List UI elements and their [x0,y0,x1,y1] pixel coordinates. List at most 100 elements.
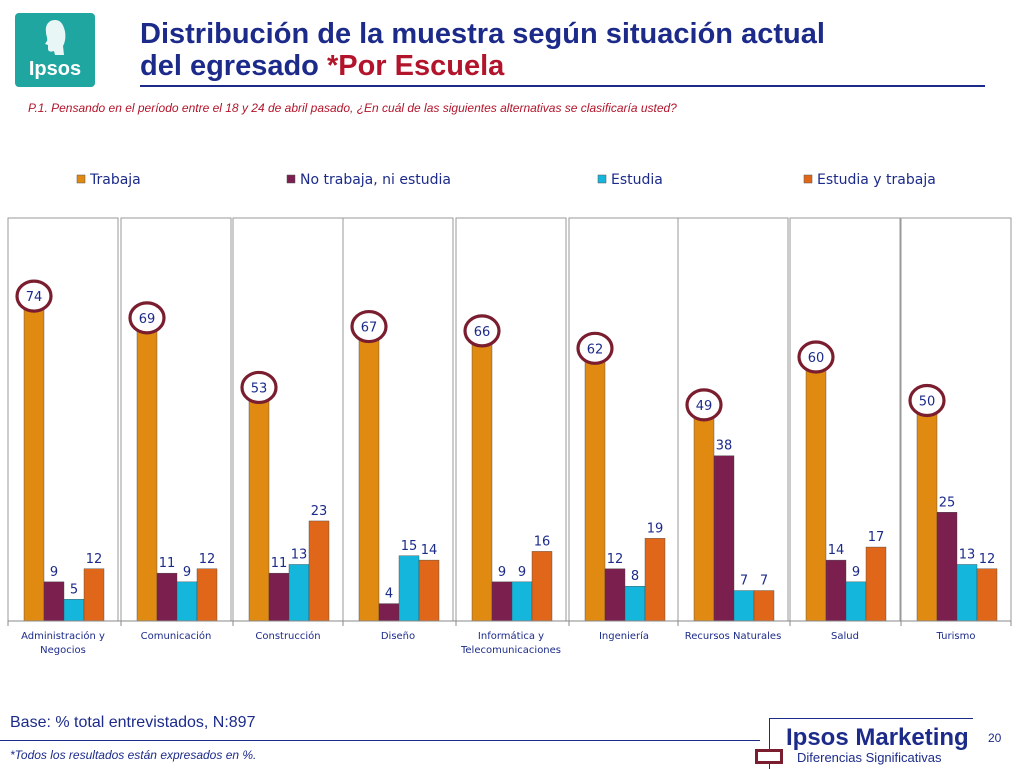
data-label-ingenieria-estudia-y-trabaja: 19 [647,521,664,536]
data-label-comunicacion-no-trabaja-ni-estudia: 11 [159,556,176,571]
data-label-salud-no-trabaja-ni-estudia: 14 [828,543,845,558]
bar-recursos-naturales-trabaja [693,407,715,622]
significance-circle-comunicacion [128,301,166,335]
data-label-salud-trabaja: 60 [808,351,825,366]
bar-administracion-y-negocios-no-trabaja-ni-estudia [43,581,65,622]
legend-label-trabaja: Trabaja [89,172,141,188]
data-label-recursos-naturales-estudia-y-trabaja: 7 [760,574,768,589]
brand-frame [769,718,973,769]
data-label-recursos-naturales-no-trabaja-ni-estudia: 38 [716,439,733,454]
category-label-ingenieria: Ingeniería [599,630,649,642]
legend-swatch-estudia [597,174,607,184]
legend-swatch-trabaja [76,174,86,184]
bar-comunicacion-trabaja [136,320,158,622]
bar-informatica-y-telecomunicaciones-trabaja [471,333,493,622]
bar-construccion-trabaja [248,390,270,622]
data-label-recursos-naturales-trabaja: 49 [696,399,713,414]
data-label-comunicacion-estudia-y-trabaja: 12 [199,552,216,567]
footnote: *Todos los resultados están expresados e… [10,748,257,762]
data-label-turismo-estudia-y-trabaja: 12 [979,552,996,567]
page-number: 20 [988,731,1002,745]
bar-salud-estudia-y-trabaja [865,546,887,622]
data-label-turismo-estudia: 13 [959,547,976,562]
bar-recursos-naturales-estudia [733,590,755,622]
title-line-2: del egresado *Por Escuela [140,50,1000,82]
significance-circle-ingenieria [576,331,614,365]
significance-marker-icon [755,749,783,764]
bar-turismo-estudia [956,564,978,622]
bar-administracion-y-negocios-trabaja [23,298,45,622]
question-text: P.1. Pensando en el período entre el 18 … [28,101,677,115]
data-label-comunicacion-trabaja: 69 [139,312,156,327]
brand-name: Ipsos Marketing [786,724,969,751]
data-label-diseno-estudia: 15 [401,539,418,554]
category-label-comunicacion: Comunicación [141,630,212,642]
category-label-construccion: Construcción [255,630,320,642]
category-label-administracion-y-negocios-line-2: Negocios [40,645,86,656]
data-label-recursos-naturales-estudia: 7 [740,574,748,589]
bar-turismo-estudia-y-trabaja [976,568,998,622]
bar-salud-no-trabaja-ni-estudia [825,559,847,622]
data-label-salud-estudia-y-trabaja: 17 [868,530,885,545]
category-label-informatica-y-telecomunicaciones-line-2: Telecomunicaciones [460,645,561,656]
bar-informatica-y-telecomunicaciones-no-trabaja-ni-estudia [491,581,513,622]
legend-label-no-trabaja-ni-estudia: No trabaja, ni estudia [300,172,451,188]
legend-label-estudia: Estudia [611,172,663,188]
head-silhouette-icon [45,20,66,55]
data-label-ingenieria-trabaja: 62 [587,342,604,357]
data-label-construccion-no-trabaja-ni-estudia: 11 [271,556,288,571]
data-label-administracion-y-negocios-no-trabaja-ni-estudia: 9 [50,565,58,580]
bar-administracion-y-negocios-estudia-y-trabaja [83,568,105,622]
data-label-construccion-trabaja: 53 [251,381,268,396]
bar-diseno-estudia [398,555,420,622]
category-label-informatica-y-telecomunicaciones-line-1: Informática y [478,630,544,642]
data-label-informatica-y-telecomunicaciones-no-trabaja-ni-estudia: 9 [498,565,506,580]
footer-divider [0,740,760,741]
data-label-informatica-y-telecomunicaciones-estudia: 9 [518,565,526,580]
data-label-diseno-trabaja: 67 [361,321,378,336]
legend-swatch-estudia-y-trabaja [803,174,813,184]
data-label-construccion-estudia: 13 [291,547,308,562]
legend-label-estudia-y-trabaja: Estudia y trabaja [817,172,936,188]
bar-ingenieria-estudia-y-trabaja [644,538,666,622]
bar-diseno-no-trabaja-ni-estudia [378,603,400,622]
bar-turismo-no-trabaja-ni-estudia [936,512,958,622]
legend-swatch-no-trabaja-ni-estudia [286,174,296,184]
bar-ingenieria-no-trabaja-ni-estudia [604,568,626,622]
bar-recursos-naturales-no-trabaja-ni-estudia [713,455,735,622]
page-title: Distribución de la muestra según situaci… [140,18,1000,82]
bar-salud-trabaja [805,359,827,622]
significance-label: Diferencias Significativas [797,750,942,765]
bar-administracion-y-negocios-estudia [63,599,85,622]
bar-construccion-no-trabaja-ni-estudia [268,572,290,622]
bar-construccion-estudia [288,564,310,622]
data-label-informatica-y-telecomunicaciones-estudia-y-trabaja: 16 [534,534,551,549]
bar-comunicacion-no-trabaja-ni-estudia [156,572,178,622]
significance-circle-administracion-y-negocios [15,279,53,313]
logo-text: Ipsos [28,58,82,80]
bar-diseno-trabaja [358,329,380,622]
category-label-administracion-y-negocios-line-1: Administración y [21,630,105,642]
ipsos-logo: Ipsos [15,13,95,87]
category-label-salud: Salud [831,631,859,642]
bar-informatica-y-telecomunicaciones-estudia-y-trabaja [531,551,553,622]
data-label-administracion-y-negocios-estudia-y-trabaja: 12 [86,552,103,567]
data-label-ingenieria-no-trabaja-ni-estudia: 12 [607,552,624,567]
bar-comunicacion-estudia [176,581,198,622]
significance-circle-informatica-y-telecomunicaciones [463,314,501,348]
data-label-administracion-y-negocios-trabaja: 74 [26,290,43,305]
data-label-informatica-y-telecomunicaciones-trabaja: 66 [474,325,491,340]
data-label-diseno-estudia-y-trabaja: 14 [421,543,438,558]
category-label-recursos-naturales: Recursos Naturales [685,631,782,642]
data-label-turismo-trabaja: 50 [919,395,936,410]
data-label-comunicacion-estudia: 9 [183,565,191,580]
significance-circle-recursos-naturales [685,388,723,422]
base-text: Base: % total entrevistados, N:897 [10,714,256,731]
title-line-2-main: del egresado [140,50,327,82]
bar-diseno-estudia-y-trabaja [418,559,440,622]
significance-circle-construccion [240,370,278,405]
bar-recursos-naturales-estudia-y-trabaja [753,590,775,622]
significance-circle-diseno [350,309,388,344]
bar-comunicacion-estudia-y-trabaja [196,568,218,622]
category-label-turismo: Turismo [936,631,976,642]
